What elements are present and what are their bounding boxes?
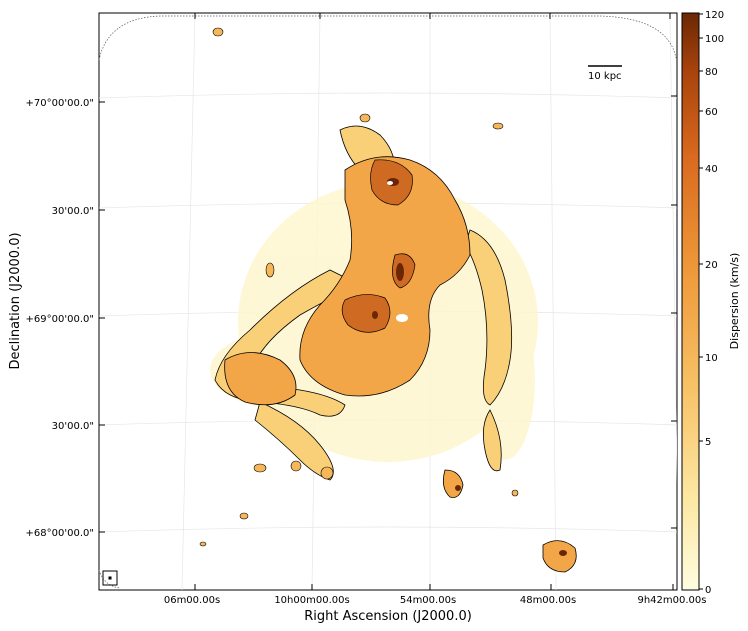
colorbar-tick-label: 0 [705, 585, 711, 596]
x-tick-label: 10h00m00.00s [274, 595, 349, 606]
x-tick-label: 9h42m00.00s [637, 595, 706, 606]
x-axis-title: Right Ascension (J2000.0) [304, 609, 472, 624]
y-axis-ticks [99, 95, 677, 533]
colorbar-title: Dispersion (km/s) [728, 253, 741, 350]
y-tick-label: 30'00.0" [52, 421, 94, 432]
colorbar-tick-label: 100 [705, 34, 724, 45]
y-tick-label: +68°00'00.0" [26, 528, 94, 539]
y-tick-label: +70°00'00.0" [26, 98, 94, 109]
y-axis-tick-labels: +70°00'00.0" 30'00.0" +69°00'00.0" 30'00… [26, 98, 94, 539]
colorbar-tick-label: 5 [705, 437, 711, 448]
beam-box [102, 570, 118, 586]
colorbar-tick-label: 80 [705, 67, 718, 78]
colorbar-tick-label: 60 [705, 107, 718, 118]
colorbar-tick-label: 120 [705, 10, 724, 21]
x-tick-label: 06m00.00s [164, 595, 220, 606]
x-tick-label: 54m00.00s [400, 595, 456, 606]
colorbar-tick-label: 20 [705, 260, 718, 271]
y-tick-label: 30'00.0" [52, 206, 94, 217]
y-tick-label: +69°00'00.0" [26, 314, 94, 325]
colorbar-ticks [699, 13, 703, 590]
x-axis-tick-labels: 06m00.00s 10h00m00.00s 54m00.00s 48m00.0… [164, 595, 707, 606]
x-tick-label: 48m00.00s [520, 595, 576, 606]
x-axis-ticks [194, 13, 674, 590]
colorbar [681, 12, 700, 591]
main-body [224, 156, 577, 573]
hole-markers [387, 181, 408, 322]
beam-marker [108, 576, 112, 580]
galaxy-dispersion-map [199, 27, 577, 573]
isolated-clumps [199, 27, 519, 547]
colorbar-tick-label: 10 [705, 353, 718, 364]
colorbar-tick-label: 40 [705, 164, 718, 175]
y-axis-title: Declination (J2000.0) [8, 232, 23, 369]
scale-bar-label: 10 kpc [588, 71, 622, 82]
colorbar-tick-labels: 120 100 80 60 40 20 10 5 0 [705, 10, 724, 596]
